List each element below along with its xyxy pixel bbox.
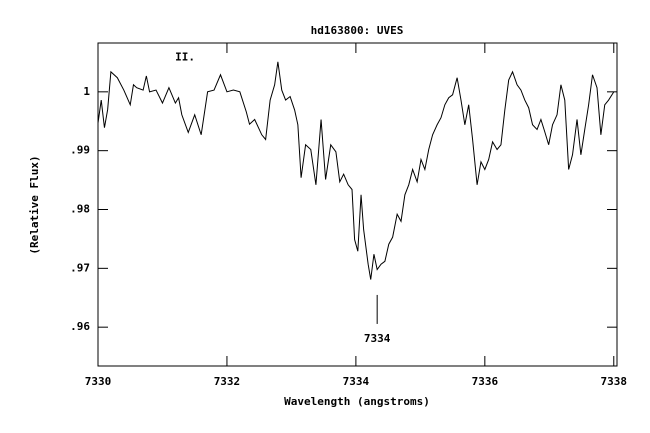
y-tick-label: .96 [70,320,90,333]
y-tick-label: 1 [83,85,90,98]
annotation: II. [175,51,195,64]
x-axis-label: Wavelength (angstroms) [284,395,430,408]
x-tick-label: 7334 [343,375,370,388]
y-tick-label: .99 [70,144,90,157]
spectrum-line [97,61,615,280]
plot-frame [97,42,618,367]
y-tick-label: .98 [70,203,90,216]
x-tick-label: 7336 [472,375,499,388]
chart-title: hd163800: UVES [311,24,404,37]
x-tick-label: 7330 [85,375,112,388]
y-axis-label: (Relative Flux) [28,155,41,254]
x-tick-label: 7332 [214,375,241,388]
y-tick-label: .97 [70,261,90,274]
x-tick-label: 7338 [601,375,628,388]
annotation: 7334 [364,332,391,345]
